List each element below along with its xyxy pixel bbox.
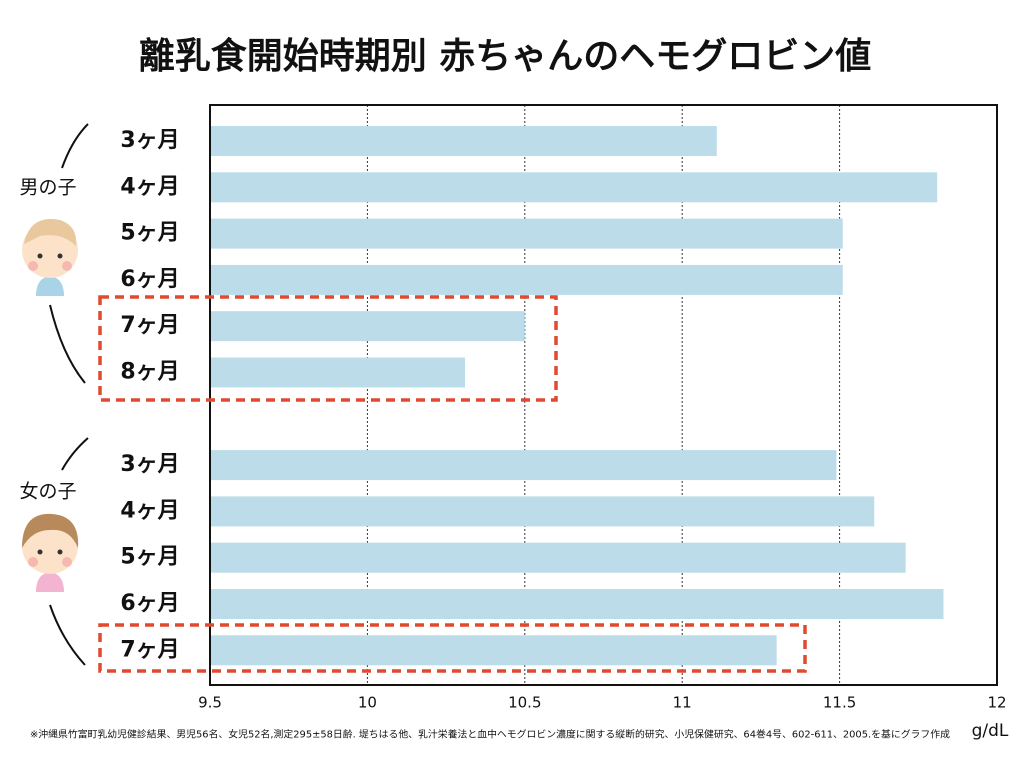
x-axis-label: g/dL [972, 721, 1009, 741]
bracket-line [61, 123, 89, 169]
y-tick-label: 6ヶ月 [120, 267, 179, 292]
baby-girl-icon [22, 513, 79, 592]
y-tick-label: 4ヶ月 [120, 498, 179, 523]
x-tick-label: 10 [358, 694, 377, 712]
bar [210, 218, 843, 249]
y-tick-label: 8ヶ月 [120, 360, 179, 385]
x-tick-label: 11.5 [823, 694, 856, 712]
y-tick-label: 5ヶ月 [120, 221, 179, 246]
y-tick-label: 7ヶ月 [120, 313, 179, 338]
highlight-box [98, 623, 807, 673]
plot-frame [209, 104, 998, 686]
bar [210, 126, 717, 156]
bar [210, 635, 777, 666]
bar [210, 172, 938, 203]
bar [210, 357, 465, 388]
plot-area [210, 105, 944, 685]
bar [210, 450, 837, 481]
bar [210, 264, 843, 295]
y-tick-label: 6ヶ月 [120, 591, 179, 616]
chart-title: 離乳食開始時期別 赤ちゃんのヘモグロビン値 [139, 36, 872, 77]
group-label: 男の子 [19, 177, 76, 199]
bar [210, 496, 875, 527]
x-tick-label: 10.5 [508, 694, 541, 712]
x-tick-label: 12 [987, 694, 1006, 712]
x-tick-label: 11 [673, 694, 692, 712]
y-tick-label: 4ヶ月 [120, 174, 179, 199]
bar [210, 589, 944, 619]
bar [210, 311, 525, 342]
group-label: 女の子 [19, 481, 76, 503]
source-note: ※沖縄県竹富町乳幼児健診結果、男児56名、女児52名,測定295±58日齢. 堤… [30, 729, 951, 741]
bracket-line [49, 304, 86, 384]
bar [210, 542, 906, 573]
bracket-line [61, 437, 89, 471]
y-tick-label: 5ヶ月 [120, 545, 179, 570]
highlight-box [98, 295, 558, 402]
y-tick-label: 3ヶ月 [120, 128, 179, 153]
y-tick-label: 7ヶ月 [120, 637, 179, 662]
bracket-line [49, 604, 86, 666]
baby-boy-icon [22, 219, 78, 296]
y-tick-label: 3ヶ月 [120, 452, 179, 477]
x-tick-label: 9.5 [198, 694, 222, 712]
